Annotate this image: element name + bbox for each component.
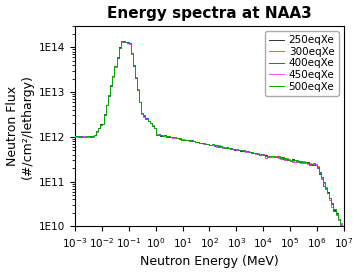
Line: 450eqXe: 450eqXe: [75, 42, 344, 226]
250eqXe: [290, 157, 294, 160]
400eqXe: [342, 225, 346, 228]
500eqXe: [187, 138, 191, 142]
300eqXe: [290, 160, 294, 163]
300eqXe: [329, 202, 334, 205]
250eqXe: [342, 225, 346, 228]
450eqXe: [342, 225, 346, 228]
Y-axis label: Neutron Flux
(#/cm²/lethargy): Neutron Flux (#/cm²/lethargy): [5, 74, 33, 179]
500eqXe: [106, 103, 111, 106]
Legend: 250eqXe, 300eqXe, 400eqXe, 450eqXe, 500eqXe: 250eqXe, 300eqXe, 400eqXe, 450eqXe, 500e…: [265, 31, 339, 96]
400eqXe: [73, 134, 77, 138]
300eqXe: [106, 104, 111, 107]
Line: 250eqXe: 250eqXe: [75, 41, 344, 226]
450eqXe: [340, 225, 344, 228]
400eqXe: [290, 158, 294, 162]
300eqXe: [187, 139, 191, 142]
300eqXe: [118, 40, 123, 44]
400eqXe: [187, 139, 191, 142]
500eqXe: [187, 138, 191, 142]
250eqXe: [118, 40, 123, 43]
250eqXe: [187, 139, 191, 142]
500eqXe: [73, 135, 77, 138]
250eqXe: [187, 139, 191, 142]
450eqXe: [118, 40, 123, 43]
250eqXe: [340, 225, 344, 228]
500eqXe: [329, 201, 334, 204]
300eqXe: [73, 135, 77, 138]
400eqXe: [112, 74, 117, 77]
250eqXe: [106, 103, 111, 107]
450eqXe: [73, 135, 77, 138]
Title: Energy spectra at NAA3: Energy spectra at NAA3: [107, 5, 312, 21]
400eqXe: [329, 202, 334, 205]
300eqXe: [187, 139, 191, 142]
500eqXe: [112, 74, 117, 77]
300eqXe: [340, 225, 344, 228]
300eqXe: [112, 75, 117, 78]
300eqXe: [342, 225, 346, 228]
450eqXe: [187, 139, 191, 142]
450eqXe: [290, 159, 294, 162]
Line: 400eqXe: 400eqXe: [75, 41, 344, 226]
500eqXe: [118, 40, 123, 43]
450eqXe: [329, 205, 334, 208]
Line: 500eqXe: 500eqXe: [75, 41, 344, 226]
450eqXe: [112, 74, 117, 78]
400eqXe: [106, 103, 111, 107]
400eqXe: [121, 40, 125, 43]
500eqXe: [342, 225, 346, 228]
Line: 300eqXe: 300eqXe: [75, 42, 344, 226]
400eqXe: [340, 225, 344, 228]
250eqXe: [329, 202, 334, 205]
400eqXe: [187, 138, 191, 142]
450eqXe: [106, 103, 111, 106]
500eqXe: [337, 225, 342, 228]
250eqXe: [73, 134, 77, 138]
500eqXe: [290, 159, 294, 162]
450eqXe: [187, 139, 191, 142]
X-axis label: Neutron Energy (MeV): Neutron Energy (MeV): [140, 255, 279, 269]
250eqXe: [112, 75, 117, 78]
